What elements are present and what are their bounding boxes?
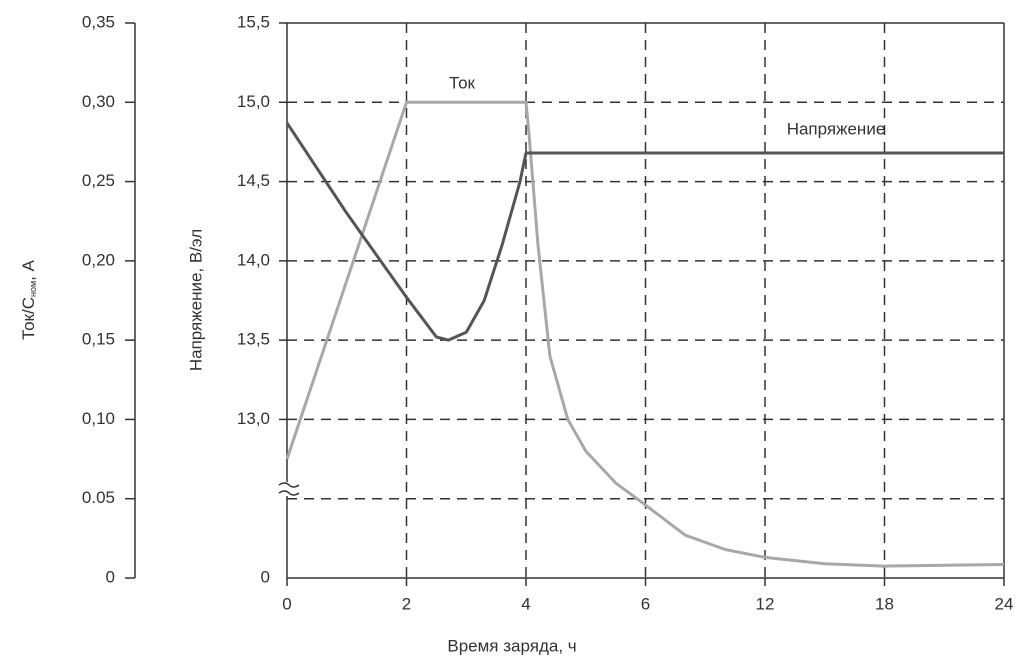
series-label: Напряжение — [787, 119, 886, 138]
x-tick-label: 18 — [875, 594, 894, 613]
y-title-main: Ток/С — [19, 297, 38, 340]
y-tick-label: 0,25 — [82, 171, 115, 190]
y2-tick-label: 13,0 — [237, 409, 270, 428]
x-axis-title: Время заряда, ч — [447, 636, 576, 655]
y-tick-label: 0,30 — [82, 92, 115, 111]
y-title-unit: , А — [19, 259, 38, 280]
y-tick-label: 0.05 — [82, 488, 115, 507]
y2-break-label: 0 — [261, 567, 270, 586]
x-tick-label: 4 — [521, 594, 530, 613]
y2-axis-title: Напряжение, В/эл — [186, 229, 205, 371]
y-axis-title: Ток/Сном, А — [19, 259, 38, 340]
series-label: Ток — [449, 73, 476, 92]
y2-tick-label: 15,0 — [237, 92, 270, 111]
x-tick-label: 0 — [282, 594, 291, 613]
y-tick-label: 0,35 — [82, 12, 115, 31]
series-line — [285, 100, 1005, 568]
y2-tick-label: 15,5 — [237, 12, 270, 31]
axis-break — [278, 482, 300, 496]
y2-tick-label: 13,5 — [237, 330, 270, 349]
x-tick-label: 12 — [756, 594, 775, 613]
y-tick-label: 0,20 — [82, 250, 115, 269]
x-tick-label: 6 — [641, 594, 650, 613]
x-tick-label: 2 — [402, 594, 411, 613]
y-tick-label: 0,15 — [82, 330, 115, 349]
y-title-sub: ном — [28, 281, 38, 297]
series-line — [285, 122, 1004, 342]
y2-tick-label: 14,0 — [237, 250, 270, 269]
y2-tick-label: 14,5 — [237, 171, 270, 190]
y-tick-label: 0,10 — [82, 409, 115, 428]
y-tick-label: 0 — [106, 567, 115, 586]
x-tick-label: 24 — [995, 594, 1014, 613]
